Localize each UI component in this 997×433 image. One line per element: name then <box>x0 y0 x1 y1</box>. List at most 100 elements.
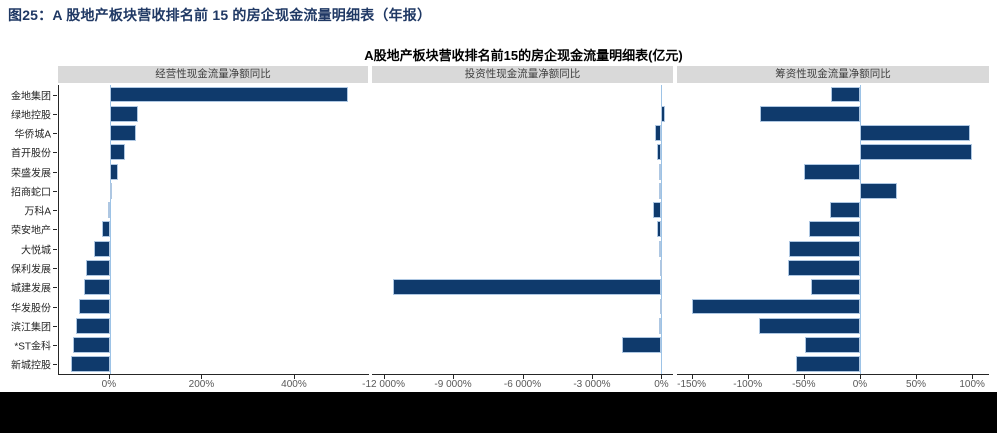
bar <box>657 144 662 161</box>
x-tick-label: -12 000% <box>362 379 405 390</box>
bar <box>661 105 665 122</box>
category-row: 大悦城 <box>0 239 57 258</box>
bar <box>829 202 860 219</box>
x-tick-mark <box>383 375 385 379</box>
bar <box>659 317 662 334</box>
bar <box>659 182 662 199</box>
category-label: 绿地控股 <box>11 110 51 122</box>
y-tick-mark <box>53 306 57 308</box>
x-tick-label: -6 000% <box>503 379 542 390</box>
bar <box>71 356 110 373</box>
x-tick-mark <box>522 375 524 379</box>
panel-header-financing: 筹资性现金流量净额同比 <box>677 66 989 83</box>
y-tick-mark <box>53 190 57 192</box>
x-tick-label: 200% <box>188 379 215 390</box>
y-tick-mark <box>53 94 57 96</box>
bar <box>760 105 860 122</box>
x-tick-mark <box>747 375 749 379</box>
x-tick-label: -100% <box>733 379 763 390</box>
bar <box>653 202 662 219</box>
category-row: 首开股份 <box>0 143 57 162</box>
category-row: 滨江集团 <box>0 316 57 335</box>
bar <box>803 163 860 180</box>
bar <box>795 356 860 373</box>
bottom-black-band <box>0 392 997 433</box>
y-tick-mark <box>53 229 57 231</box>
y-tick-mark <box>53 287 57 289</box>
x-tick-label: 0% <box>654 379 669 390</box>
bar <box>788 260 860 276</box>
y-tick-mark <box>53 210 57 212</box>
bar <box>109 182 112 199</box>
bar <box>73 337 110 353</box>
bar <box>107 202 110 219</box>
bar <box>656 221 662 238</box>
category-label: 新城控股 <box>11 360 51 372</box>
y-tick-mark <box>53 345 57 347</box>
bar <box>109 86 349 103</box>
zero-reference-line <box>109 85 111 374</box>
cashflow-chart: A股地产板块营收排名前15的房企现金流量明细表(亿元) 金地集团 绿地控股 华侨城A… <box>0 38 997 390</box>
bar <box>79 298 110 315</box>
panel-header-operating: 经营性现金流量净额同比 <box>58 66 368 83</box>
y-tick-mark <box>53 268 57 270</box>
x-tick-mark <box>803 375 805 379</box>
category-row: 华侨城A <box>0 124 57 143</box>
category-row: *ST金科 <box>0 335 57 354</box>
x-tick-label: -50% <box>792 379 816 390</box>
bar <box>109 125 137 141</box>
bar <box>622 337 662 353</box>
category-row: 招商蛇口 <box>0 181 57 200</box>
x-tick-mark <box>591 375 593 379</box>
bar <box>658 240 662 257</box>
category-label: 华发股份 <box>11 303 51 315</box>
x-axis-operating: 0% 200% 400% <box>58 375 368 393</box>
x-tick-mark <box>691 375 693 379</box>
x-tick-mark <box>453 375 455 379</box>
category-row: 万科A <box>0 201 57 220</box>
category-label: 荣安地产 <box>11 225 51 237</box>
category-label: 华侨城A <box>14 129 51 141</box>
bar <box>809 221 860 238</box>
bar <box>109 105 139 122</box>
x-tick-label: 100% <box>959 379 985 390</box>
category-row: 绿地控股 <box>0 104 57 123</box>
category-label: 滨江集团 <box>11 322 51 334</box>
category-label: 首开股份 <box>11 148 51 160</box>
category-row: 荣盛发展 <box>0 162 57 181</box>
category-label: *ST金科 <box>14 341 51 353</box>
bar <box>691 298 860 315</box>
category-row: 金地集团 <box>0 85 57 104</box>
bar <box>84 279 110 296</box>
bar <box>75 317 110 334</box>
category-row: 荣安地产 <box>0 220 57 239</box>
x-tick-label: 50% <box>906 379 927 390</box>
y-tick-mark <box>53 248 57 250</box>
x-tick-label: -9 000% <box>434 379 472 390</box>
x-axis-financing: -150% -100% -50% 0% 50% 100% <box>677 375 989 393</box>
bar <box>830 86 860 103</box>
category-label: 保利发展 <box>11 264 51 276</box>
x-tick-mark <box>916 375 918 379</box>
bar <box>810 279 860 296</box>
plot-area-investing <box>372 85 673 375</box>
bar <box>758 317 860 334</box>
x-tick-mark <box>201 375 203 379</box>
bar <box>94 240 110 257</box>
bar <box>109 144 125 161</box>
y-tick-mark <box>53 171 57 173</box>
category-label: 万科A <box>24 206 51 218</box>
category-label: 荣盛发展 <box>11 168 51 180</box>
figure-caption: 图25：A 股地产板块营收排名前 15 的房企现金流量明细表（年报） <box>8 7 432 23</box>
category-row: 华发股份 <box>0 297 57 316</box>
y-tick-mark <box>53 133 57 135</box>
x-tick-mark <box>661 375 663 379</box>
bar <box>392 279 662 296</box>
panel-investing-cashflow: 投资性现金流量净额同比 -12 000% -9 000% -6 000% -3 000… <box>362 66 673 406</box>
bar <box>109 163 118 180</box>
y-tick-mark <box>53 113 57 115</box>
bar <box>789 240 860 257</box>
plot-area-financing <box>677 85 989 375</box>
y-tick-mark <box>53 325 57 327</box>
